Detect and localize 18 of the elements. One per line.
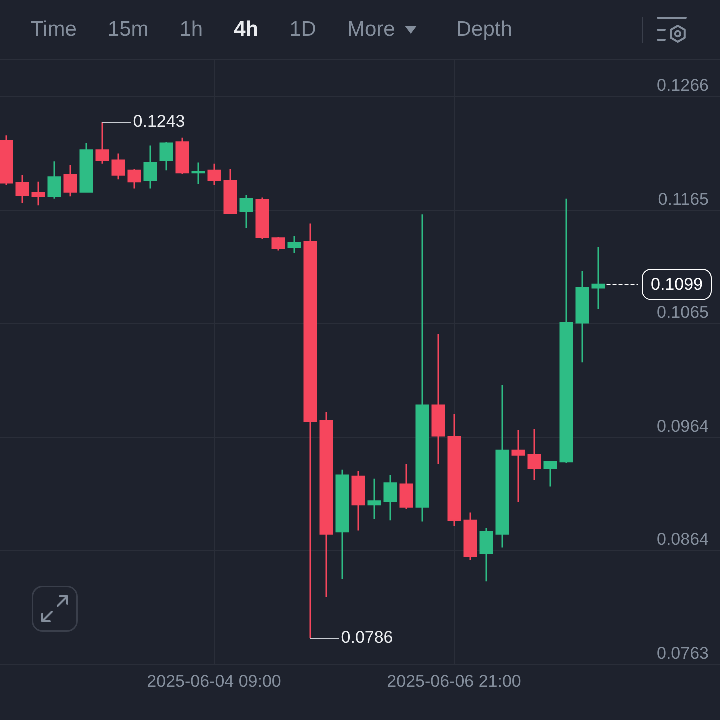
y-tick-label: 0.1065: [657, 303, 709, 322]
text: Depth: [456, 18, 512, 42]
y-tick-label: 0.1266: [657, 76, 709, 96]
y-tick-label: 0.0964: [657, 417, 709, 436]
text: 4h: [234, 18, 259, 42]
y-tick-label: 0.0864: [657, 530, 709, 549]
text: 15m: [108, 18, 149, 42]
x-tick-label: 2025-06-06 21:00: [387, 672, 522, 691]
ref-line-label: 0.1099: [651, 275, 703, 294]
text: Time: [31, 18, 77, 42]
x-tick-label: 2025-06-04 09:00: [147, 672, 282, 691]
text: 1D: [290, 18, 316, 42]
annotation: 0.1243: [133, 112, 186, 132]
y-tick-label: 0.0763: [657, 644, 709, 663]
y-tick-label: 0.1165: [658, 190, 709, 210]
text: 1h: [180, 18, 204, 42]
text: More: [347, 18, 396, 42]
annotation: 0.0786: [341, 628, 394, 648]
